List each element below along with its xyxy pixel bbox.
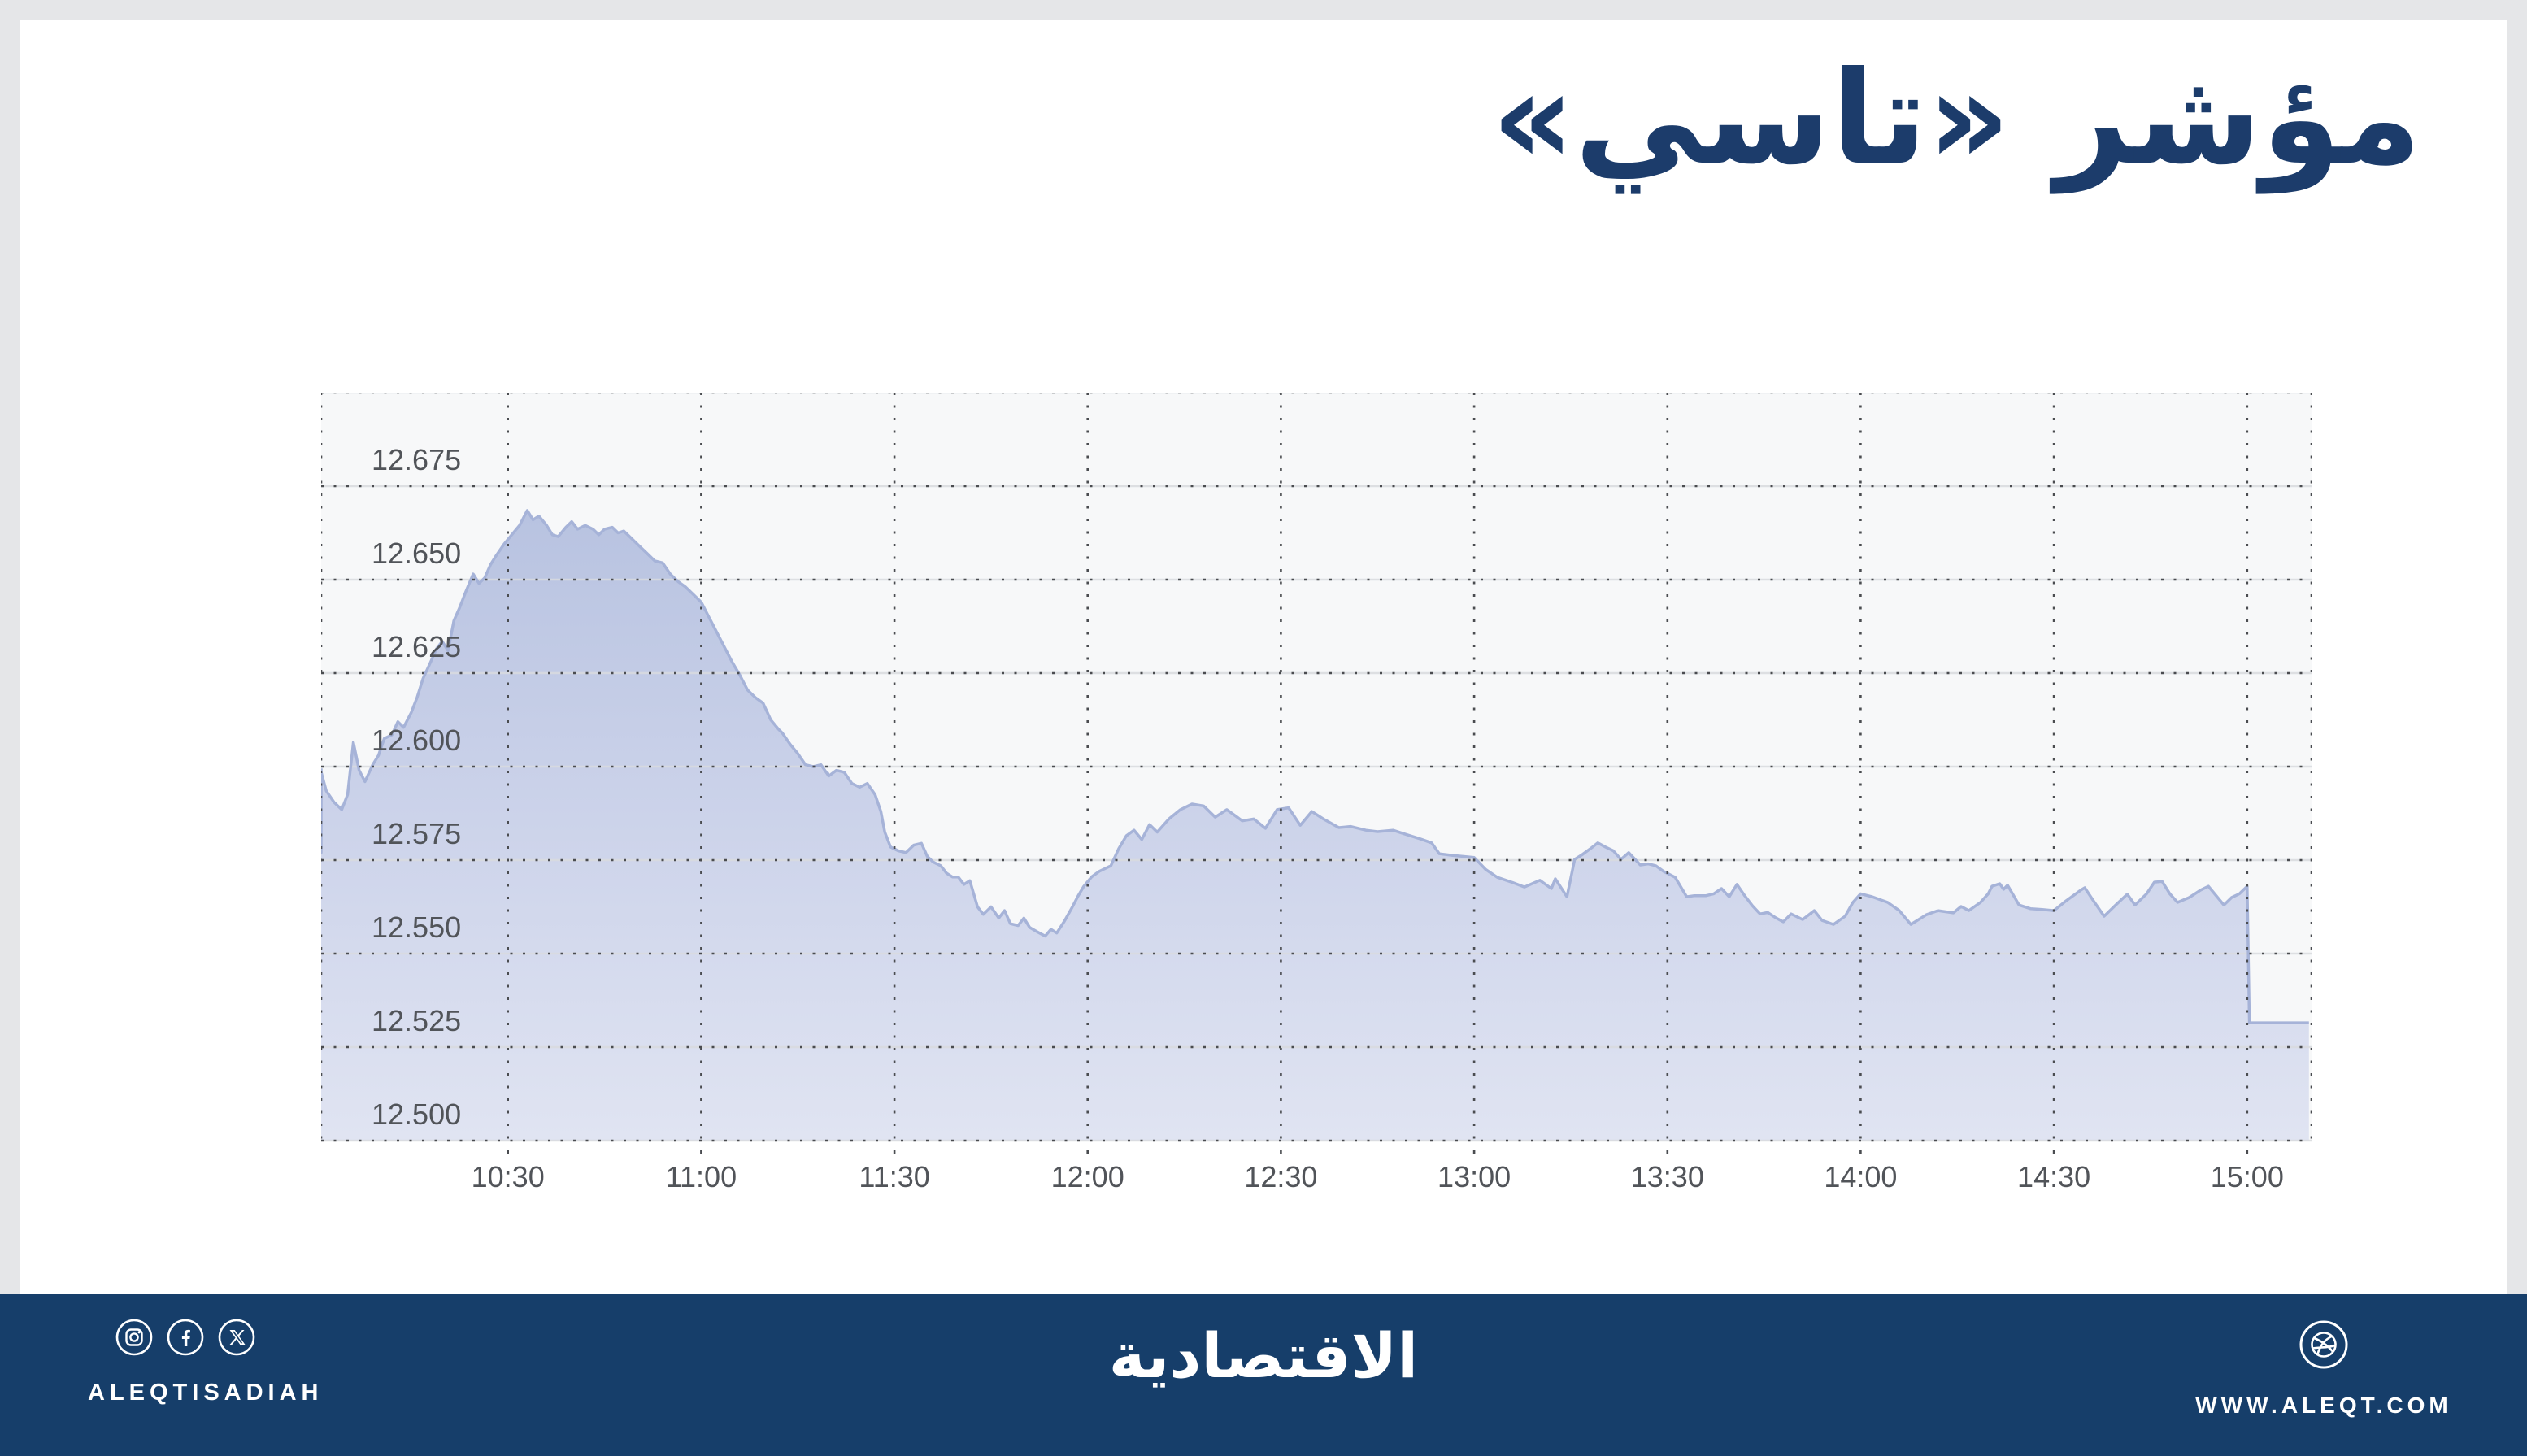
chart-svg: 12.675 12.650 12.625 12.600 12.575 12.550 12.5… bbox=[321, 393, 2312, 1193]
x-axis-label: 12:00 bbox=[1051, 1160, 1124, 1193]
x-axis-label: 13:00 bbox=[1437, 1160, 1511, 1193]
y-axis-label: 12.650 bbox=[372, 537, 461, 570]
x-axis-label: 14:30 bbox=[2017, 1160, 2090, 1193]
y-axis-label: 12.625 bbox=[372, 630, 461, 663]
footer-website-url[interactable]: WWW.ALEQT.COM bbox=[2195, 1393, 2452, 1418]
aleqtisadiah-logo: الاقتصادية bbox=[1108, 1319, 1419, 1392]
x-axis-label: 14:00 bbox=[1824, 1160, 1897, 1193]
y-axis-label: 12.525 bbox=[372, 1004, 461, 1037]
x-axis-label: 13:30 bbox=[1631, 1160, 1704, 1193]
footer-bar: ALEQTISADIAH الاقتصادية WWW.ALEQT.COM bbox=[0, 1294, 2527, 1456]
facebook-icon[interactable] bbox=[167, 1319, 204, 1360]
y-axis-label: 12.575 bbox=[372, 817, 461, 850]
footer-social-block: ALEQTISADIAH bbox=[88, 1319, 325, 1406]
social-icons-row bbox=[115, 1319, 325, 1360]
instagram-icon[interactable] bbox=[115, 1319, 153, 1360]
y-axis-label: 12.675 bbox=[372, 443, 461, 476]
x-axis-label: 10:30 bbox=[472, 1160, 545, 1193]
y-axis-label: 12.600 bbox=[372, 724, 461, 757]
x-axis-label: 15:00 bbox=[2211, 1160, 2284, 1193]
footer-website-block: WWW.ALEQT.COM bbox=[2194, 1319, 2454, 1419]
globe-icon bbox=[2298, 1319, 2350, 1375]
x-icon[interactable] bbox=[218, 1319, 255, 1360]
x-axis-label: 11:30 bbox=[859, 1160, 929, 1193]
tasi-intraday-chart: 12.675 12.650 12.625 12.600 12.575 12.550 12.5… bbox=[321, 393, 2312, 1193]
x-axis-label: 12:30 bbox=[1244, 1160, 1317, 1193]
y-axis-label: 12.550 bbox=[372, 911, 461, 944]
y-axis-label: 12.500 bbox=[372, 1097, 461, 1131]
page-title: مؤشر «تاسي» bbox=[1491, 44, 2423, 193]
chart-plot-area: 12.675 12.650 12.625 12.600 12.575 12.550 12.5… bbox=[321, 393, 2312, 1193]
footer-social-handle[interactable]: ALEQTISADIAH bbox=[88, 1380, 324, 1406]
x-axis-label: 11:00 bbox=[666, 1160, 737, 1193]
footer-logo-block: الاقتصادية bbox=[0, 1325, 2527, 1387]
